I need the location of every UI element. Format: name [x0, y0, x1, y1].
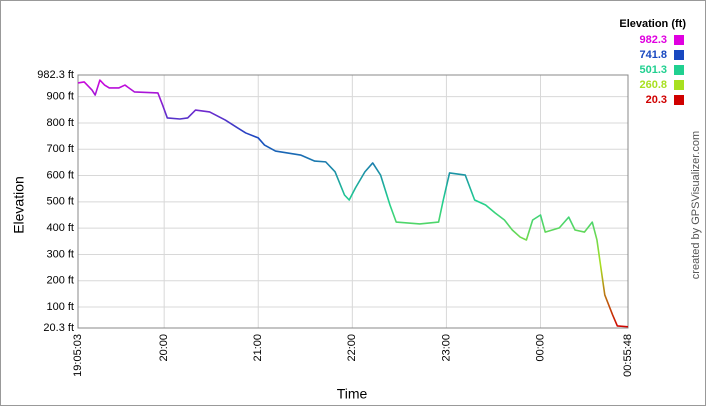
- legend-swatch: [674, 95, 684, 105]
- legend-swatch: [674, 35, 684, 45]
- y-tick-label: 600 ft: [46, 169, 74, 181]
- legend-swatch: [674, 65, 684, 75]
- x-tick-label: 23:00: [440, 334, 452, 362]
- legend-swatch: [674, 50, 684, 60]
- legend-swatch: [674, 80, 684, 90]
- credit: created by GPSVisualizer.com: [690, 131, 702, 279]
- y-tick-label: 300 ft: [46, 248, 74, 260]
- x-tick-label: 21:00: [252, 334, 264, 362]
- y-tick-label: 100 ft: [46, 301, 74, 313]
- y-tick-label: 800 ft: [46, 117, 74, 129]
- legend-title: Elevation (ft): [619, 18, 686, 30]
- y-tick-label: 400 ft: [46, 222, 74, 234]
- y-tick-label: 500 ft: [46, 196, 74, 208]
- y-tick-label: 700 ft: [46, 143, 74, 155]
- y-tick-label: 20.3 ft: [43, 322, 74, 334]
- x-tick-label: 00:55:48: [622, 334, 634, 377]
- legend-label: 982.3: [639, 34, 667, 46]
- legend-label: 501.3: [639, 64, 667, 76]
- x-tick-label: 22:00: [346, 334, 358, 362]
- x-tick-label: 20:00: [158, 334, 170, 362]
- x-tick-label: 00:00: [534, 334, 546, 362]
- y-tick-label: 900 ft: [46, 91, 74, 103]
- x-tick-label: 19:05:03: [72, 334, 84, 377]
- x-axis-label: Time: [337, 386, 368, 402]
- legend-label: 20.3: [646, 94, 667, 106]
- y-tick-label: 982.3 ft: [37, 69, 74, 81]
- plot-border: [77, 74, 629, 329]
- legend-label: 741.8: [639, 49, 667, 61]
- y-axis-label: Elevation: [11, 176, 27, 234]
- y-tick-label: 200 ft: [46, 275, 74, 287]
- elevation-line: [77, 79, 629, 328]
- legend-label: 260.8: [639, 79, 667, 91]
